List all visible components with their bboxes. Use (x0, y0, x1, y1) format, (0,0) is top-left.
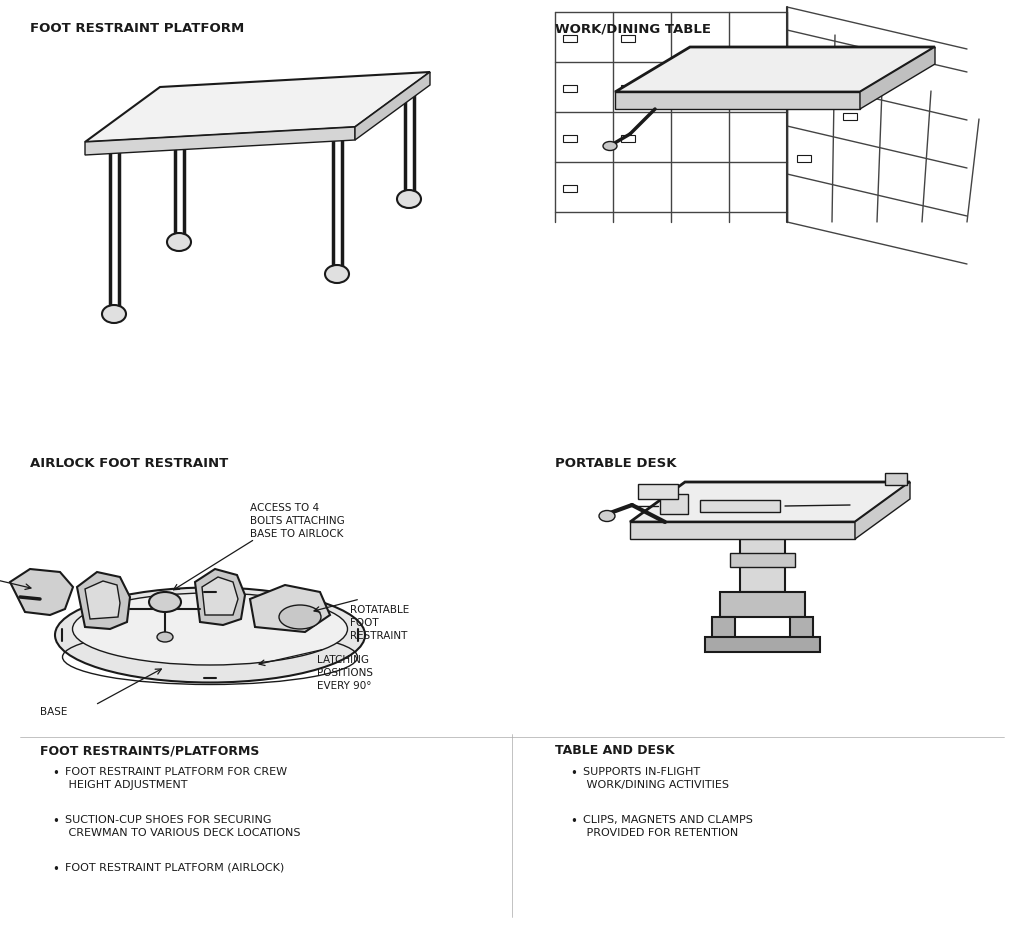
Text: WORK/DINING TABLE: WORK/DINING TABLE (555, 22, 711, 35)
Bar (621, 85, 635, 92)
Text: ROTATABLE
FOOT
RESTRAINT: ROTATABLE FOOT RESTRAINT (350, 605, 410, 641)
Polygon shape (615, 92, 860, 109)
Text: ACCESS TO 4
BOLTS ATTACHING
BASE TO AIRLOCK: ACCESS TO 4 BOLTS ATTACHING BASE TO AIRL… (250, 502, 345, 539)
Ellipse shape (150, 592, 181, 612)
Bar (563, 185, 577, 192)
Polygon shape (860, 47, 935, 109)
Bar (843, 63, 857, 70)
Text: CLIPS, MAGNETS AND CLAMPS
 PROVIDED FOR RETENTION: CLIPS, MAGNETS AND CLAMPS PROVIDED FOR R… (583, 815, 753, 838)
Text: •: • (52, 815, 58, 828)
Polygon shape (790, 617, 813, 642)
Text: •: • (570, 815, 577, 828)
Ellipse shape (157, 632, 173, 642)
Bar (621, 35, 635, 42)
Text: TABLE AND DESK: TABLE AND DESK (555, 744, 675, 757)
Polygon shape (250, 585, 330, 632)
Text: FOOT RESTRAINT PLATFORM: FOOT RESTRAINT PLATFORM (30, 22, 245, 35)
Ellipse shape (102, 305, 126, 323)
Polygon shape (202, 577, 238, 615)
Bar (730, 553, 795, 567)
Text: FOOT RESTRAINT PLATFORM FOR CREW
 HEIGHT ADJUSTMENT: FOOT RESTRAINT PLATFORM FOR CREW HEIGHT … (65, 767, 287, 789)
Text: SUPPORTS IN-FLIGHT
 WORK/DINING ACTIVITIES: SUPPORTS IN-FLIGHT WORK/DINING ACTIVITIE… (583, 767, 729, 789)
Ellipse shape (73, 593, 347, 665)
Text: LATCHING
POSITIONS
EVERY 90°: LATCHING POSITIONS EVERY 90° (317, 655, 373, 692)
Polygon shape (615, 47, 935, 92)
Ellipse shape (599, 511, 615, 522)
Bar (621, 135, 635, 142)
Polygon shape (85, 581, 120, 619)
Bar (700, 500, 780, 512)
Polygon shape (740, 539, 785, 592)
Bar (563, 35, 577, 42)
Bar (638, 484, 678, 499)
Ellipse shape (603, 142, 617, 150)
Bar (843, 113, 857, 120)
Bar (885, 473, 907, 485)
Polygon shape (630, 482, 910, 522)
Ellipse shape (279, 605, 321, 629)
Text: •: • (52, 863, 58, 876)
Polygon shape (195, 569, 245, 625)
Text: SUCTION-CUP SHOES FOR SECURING
 CREWMAN TO VARIOUS DECK LOCATIONS: SUCTION-CUP SHOES FOR SECURING CREWMAN T… (65, 815, 300, 838)
Polygon shape (855, 482, 910, 539)
Text: •: • (570, 767, 577, 780)
Polygon shape (630, 522, 855, 539)
Bar (797, 50, 811, 57)
Bar (660, 494, 688, 514)
Bar (797, 100, 811, 107)
Ellipse shape (325, 265, 349, 283)
Polygon shape (85, 72, 430, 142)
Bar (797, 155, 811, 162)
Text: AIRLOCK FOOT RESTRAINT: AIRLOCK FOOT RESTRAINT (30, 457, 228, 470)
Polygon shape (355, 72, 430, 140)
Polygon shape (10, 569, 73, 615)
Polygon shape (712, 617, 735, 642)
Text: FOOT RESTRAINTS/PLATFORMS: FOOT RESTRAINTS/PLATFORMS (40, 744, 259, 757)
Ellipse shape (397, 190, 421, 208)
Bar (563, 85, 577, 92)
Ellipse shape (55, 587, 365, 682)
Polygon shape (720, 592, 805, 617)
Text: PORTABLE DESK: PORTABLE DESK (555, 457, 677, 470)
Polygon shape (77, 572, 130, 629)
Polygon shape (705, 637, 820, 652)
Bar (563, 135, 577, 142)
Text: •: • (52, 767, 58, 780)
Text: FOOT RESTRAINT PLATFORM (AIRLOCK): FOOT RESTRAINT PLATFORM (AIRLOCK) (65, 863, 285, 873)
Ellipse shape (167, 233, 191, 251)
Text: BASE: BASE (40, 707, 68, 717)
Polygon shape (85, 127, 355, 155)
